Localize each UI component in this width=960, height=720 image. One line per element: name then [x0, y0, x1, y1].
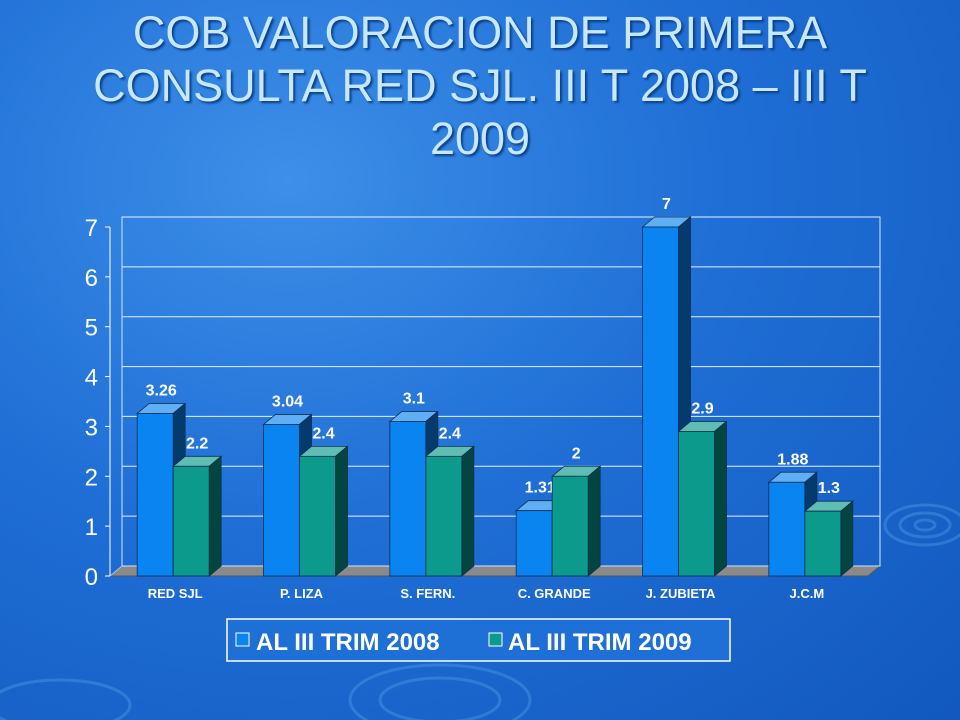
bar-2008	[136, 402, 187, 577]
data-label: 1.3	[818, 480, 840, 497]
bar-front-face	[551, 475, 589, 577]
data-label: 3.26	[146, 382, 177, 399]
bar-front-face	[172, 465, 210, 577]
legend-swatch	[488, 632, 503, 647]
bar-front-face	[804, 510, 842, 577]
data-label: 3.1	[403, 390, 425, 407]
x-tick-label: P. LIZA	[280, 586, 324, 601]
bar-2009	[172, 455, 223, 577]
bar-2009	[551, 465, 602, 577]
y-tick-label: 6	[85, 265, 98, 292]
y-tick-label: 3	[85, 414, 98, 441]
chart-floor	[108, 565, 882, 577]
x-tick-label: J. ZUBIETA	[646, 586, 716, 601]
bar-side-face	[461, 445, 475, 577]
data-label: 3.04	[272, 393, 303, 410]
y-tick-label: 5	[85, 315, 98, 342]
chart-plot-frame	[121, 216, 881, 567]
data-label: 2.4	[439, 425, 461, 442]
y-tick-label: 1	[85, 514, 98, 541]
x-tick-label: C. GRANDE	[518, 586, 591, 601]
x-tick-label: J.C.M	[789, 586, 824, 601]
bar-side-face	[208, 455, 222, 577]
y-tick-label: 0	[85, 564, 98, 591]
bar-front-face	[389, 421, 427, 577]
slide-title: COB VALORACION DE PRIMERA CONSULTA RED S…	[93, 7, 867, 164]
data-label: 2.9	[691, 400, 713, 417]
bar-2008	[641, 216, 692, 577]
bar-side-face	[840, 500, 854, 577]
bar-front-face	[425, 455, 463, 577]
chart-legend: AL III TRIM 2008 AL III TRIM 2009	[226, 618, 731, 662]
bar-front-face	[299, 455, 336, 577]
bar-front-face	[263, 424, 300, 577]
bar-front-face	[678, 431, 715, 577]
bar-2009	[803, 500, 854, 577]
x-tick-label: S. FERN.	[400, 586, 455, 601]
bar-front-face	[642, 226, 679, 577]
legend-label: AL III TRIM 2009	[508, 629, 692, 656]
data-label: 2.4	[312, 425, 334, 442]
bar-2009	[424, 445, 475, 577]
bar-2009	[298, 445, 349, 577]
data-label: 2	[572, 445, 581, 462]
data-label: 1.31	[525, 480, 556, 497]
bar-front-face	[515, 510, 553, 577]
bar-side-face	[714, 420, 727, 577]
chart-side-wall	[109, 217, 123, 577]
bar-front-face	[768, 481, 806, 577]
data-label: 7	[662, 196, 671, 213]
y-tick-label: 2	[85, 464, 98, 491]
y-tick-label: 4	[85, 365, 98, 392]
data-label: 2.2	[186, 435, 208, 452]
bar-front-face	[136, 413, 174, 577]
legend-label: AL III TRIM 2008	[256, 629, 440, 656]
bar-side-face	[587, 465, 601, 577]
legend-box	[226, 618, 731, 662]
x-tick-label: RED SJL	[148, 586, 203, 601]
y-tick-label: 7	[85, 215, 98, 242]
bar-side-face	[335, 445, 348, 577]
data-label: 1.88	[777, 451, 808, 468]
legend-swatch	[235, 632, 250, 647]
bar-2009	[677, 420, 728, 577]
